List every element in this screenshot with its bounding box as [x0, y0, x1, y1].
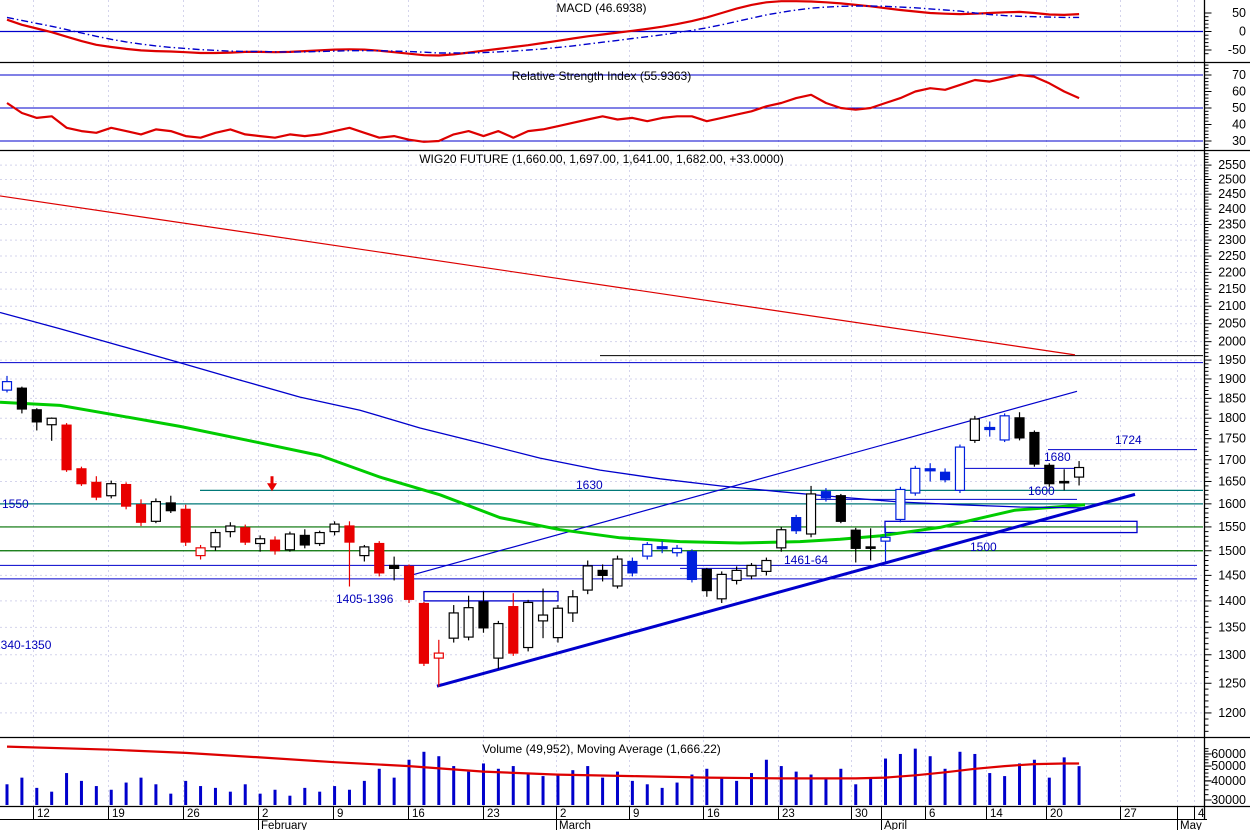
price-level-label-1600: 1600: [1028, 484, 1055, 498]
svg-text:April: April: [884, 820, 907, 830]
price-level-label-1680: 1680: [1044, 450, 1071, 464]
price-level-label-1724: 1724: [1115, 433, 1142, 447]
svg-text:26: 26: [187, 808, 200, 820]
svg-text:-50: -50: [1228, 43, 1246, 57]
svg-text:1550: 1550: [1218, 520, 1246, 534]
svg-text:1700: 1700: [1218, 453, 1246, 467]
svg-text:4: 4: [1198, 808, 1205, 820]
macd-panel-title: MACD (46.6938): [556, 1, 647, 15]
svg-text:40: 40: [1232, 118, 1246, 132]
svg-text:9: 9: [633, 808, 639, 820]
rsi-panel-title: Relative Strength Index (55.9363): [511, 69, 692, 83]
price-level-label-1405-1396: 1405-1396: [336, 592, 394, 606]
svg-text:2500: 2500: [1218, 172, 1246, 186]
svg-text:1900: 1900: [1218, 372, 1246, 386]
svg-text:2450: 2450: [1218, 187, 1246, 201]
svg-text:6: 6: [929, 808, 935, 820]
consolidation-boxes: [423, 520, 1138, 602]
svg-text:20: 20: [1050, 808, 1063, 820]
svg-text:23: 23: [487, 808, 500, 820]
svg-text:16: 16: [412, 808, 425, 820]
svg-text:2000: 2000: [1218, 335, 1246, 349]
price-moving-averages: [0, 311, 1086, 545]
volume-bars: [5, 748, 1081, 805]
price-level-label-1550: 1550: [2, 497, 29, 511]
price-level-label-1461-64: 1461-64: [784, 553, 829, 567]
svg-text:2300: 2300: [1218, 233, 1246, 247]
svg-text:2150: 2150: [1218, 282, 1246, 296]
svg-text:2: 2: [560, 808, 566, 820]
svg-text:2550: 2550: [1218, 158, 1246, 172]
svg-text:2100: 2100: [1218, 299, 1246, 313]
svg-text:60000: 60000: [1211, 747, 1246, 761]
svg-text:14: 14: [990, 808, 1003, 820]
svg-text:16: 16: [707, 808, 720, 820]
support-resistance-lines: [0, 355, 1203, 580]
svg-text:12: 12: [37, 808, 50, 820]
candlesticks: [1, 375, 1085, 687]
svg-text:60: 60: [1232, 85, 1246, 99]
sell-arrow: [267, 476, 277, 492]
y-axis-labels: 1200 1250 1300 1350 1400 1450 1500 1550 1600 1650…: [1204, 6, 1246, 807]
svg-text:2400: 2400: [1218, 202, 1246, 216]
volume-panel-title: Volume (49,952), Moving Average (1,666.2…: [482, 742, 721, 756]
svg-text:50: 50: [1232, 101, 1246, 115]
svg-text:1850: 1850: [1218, 391, 1246, 405]
svg-text:1200: 1200: [1218, 706, 1246, 720]
price-level-label-1630: 1630: [576, 478, 603, 492]
svg-text:1350: 1350: [1218, 620, 1246, 634]
svg-text:1600: 1600: [1218, 497, 1246, 511]
svg-text:9: 9: [337, 808, 343, 820]
svg-text:1450: 1450: [1218, 568, 1246, 582]
gridlines: [0, 0, 1203, 806]
svg-text:1400: 1400: [1218, 594, 1246, 608]
svg-text:1650: 1650: [1218, 474, 1246, 488]
svg-text:March: March: [559, 820, 591, 830]
volume-ma: [6, 745, 1080, 780]
trendlines: [0, 195, 1136, 688]
macd-panel: [0, 0, 1203, 57]
svg-text:1300: 1300: [1218, 648, 1246, 662]
svg-text:50: 50: [1232, 6, 1246, 20]
svg-text:2: 2: [262, 808, 268, 820]
price-level-label-1340-1350: 1340-1350: [0, 638, 52, 652]
price-panel-title: WIG20 FUTURE (1,660.00, 1,697.00, 1,641.…: [419, 152, 784, 166]
svg-text:2250: 2250: [1218, 249, 1246, 263]
svg-text:0: 0: [1239, 25, 1246, 39]
svg-text:2350: 2350: [1218, 217, 1246, 231]
svg-text:30: 30: [855, 808, 868, 820]
svg-text:30: 30: [1232, 134, 1246, 148]
svg-text:1800: 1800: [1218, 411, 1246, 425]
price-level-label-1500: 1500: [970, 540, 997, 554]
svg-text:2200: 2200: [1218, 265, 1246, 279]
svg-text:50000: 50000: [1211, 759, 1246, 773]
svg-text:40000: 40000: [1211, 774, 1246, 788]
svg-text:19: 19: [112, 808, 125, 820]
svg-text:February: February: [261, 820, 307, 830]
svg-text:1500: 1500: [1218, 544, 1246, 558]
svg-text:1750: 1750: [1218, 432, 1246, 446]
svg-text:27: 27: [1124, 808, 1137, 820]
svg-text:70: 70: [1232, 68, 1246, 82]
x-axis-labels: 12 19 26 2 9 16 23 2 9 16 23 30 6 14 20 27 4 February Marc…: [33, 806, 1205, 830]
svg-text:1250: 1250: [1218, 676, 1246, 690]
svg-text:30000: 30000: [1211, 793, 1246, 807]
rsi-panel: [0, 73, 1203, 143]
svg-text:2050: 2050: [1218, 317, 1246, 331]
svg-text:23: 23: [782, 808, 795, 820]
svg-text:May: May: [1180, 820, 1202, 830]
svg-text:1950: 1950: [1218, 353, 1246, 367]
